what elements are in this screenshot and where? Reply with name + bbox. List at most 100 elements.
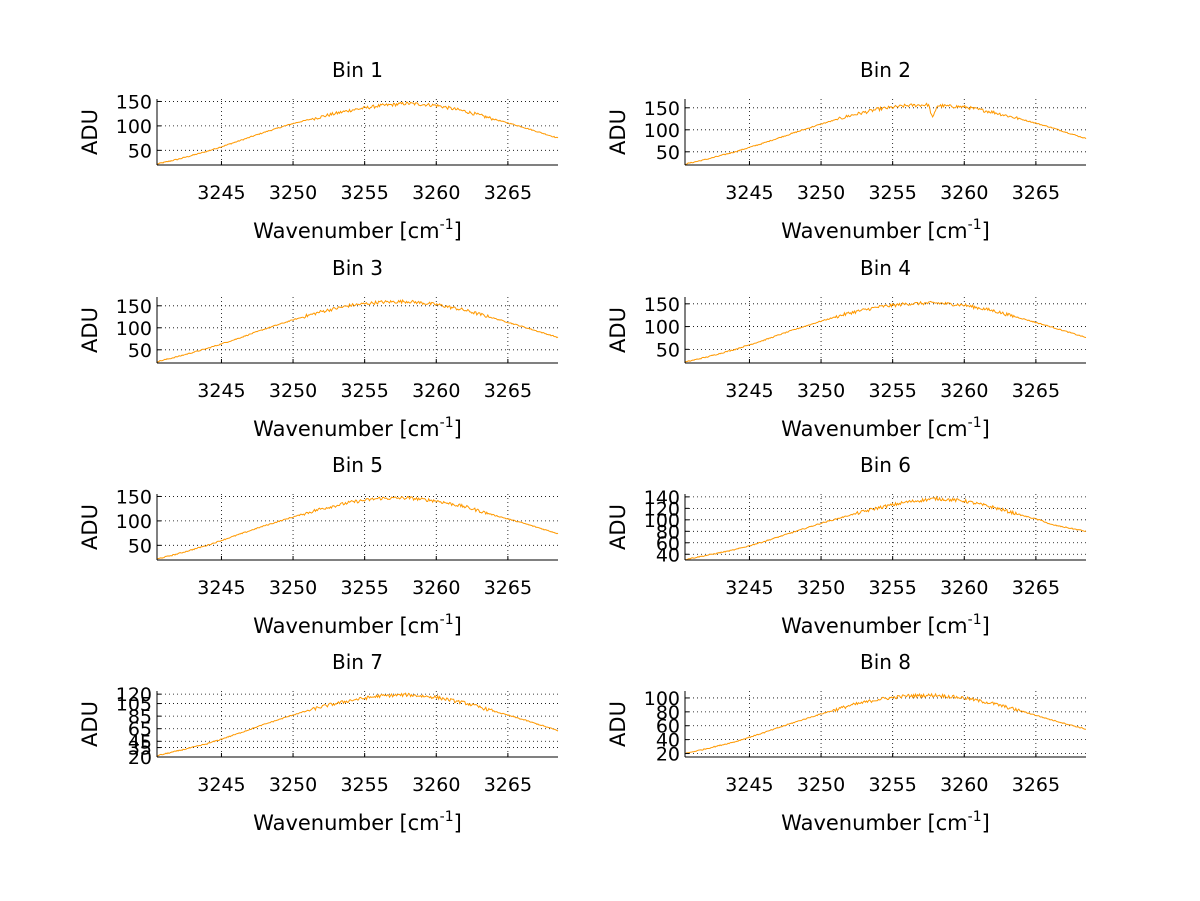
x-tick-label: 3260 xyxy=(940,380,988,402)
subplot-7: Bin 7 3245 3250 3255 3260 3265 203545658510512… xyxy=(78,650,559,835)
x-tick-label: 3250 xyxy=(269,182,317,204)
x-tick-label: 3245 xyxy=(197,577,245,599)
x-tick-label: 3265 xyxy=(484,577,532,599)
x-axis-label: Wavenumber [cm-1] xyxy=(253,415,462,441)
x-tick-label: 3255 xyxy=(340,182,388,204)
x-axis-label-sup: -1 xyxy=(440,415,454,431)
subplot-title: Bin 8 xyxy=(860,650,911,674)
y-tick-label: 100 xyxy=(116,511,152,533)
y-axis-label: ADU xyxy=(78,109,102,155)
y-tick-label: 150 xyxy=(644,98,680,120)
series-line xyxy=(684,495,1087,561)
x-axis-label: Wavenumber [cm-1] xyxy=(781,809,990,835)
x-tick-label: 3260 xyxy=(412,577,460,599)
x-tick-label: 3250 xyxy=(269,774,317,796)
x-tick-label: 3260 xyxy=(940,577,988,599)
x-axis-label-end: ] xyxy=(454,417,462,441)
y-tick-label: 20 xyxy=(656,744,680,766)
x-axis-label-sup: -1 xyxy=(440,809,454,825)
y-tick-label: 85 xyxy=(128,706,152,728)
x-axis-label-end: ] xyxy=(454,811,462,835)
y-tick-label: 150 xyxy=(116,486,152,508)
series-line xyxy=(156,298,559,363)
subplot-title: Bin 1 xyxy=(332,58,383,82)
x-axis-label: Wavenumber [cm-1] xyxy=(253,809,462,835)
y-axis-label: ADU xyxy=(606,109,630,155)
subplot-6: Bin 6 3245 3250 3255 3260 3265 406080100120140… xyxy=(606,453,1087,638)
y-tick-label: 100 xyxy=(116,318,152,340)
x-axis-label-main: Wavenumber [cm xyxy=(781,614,967,638)
x-axis-label-main: Wavenumber [cm xyxy=(253,219,439,243)
x-axis-label: Wavenumber [cm-1] xyxy=(781,217,990,243)
x-axis-label-sup: -1 xyxy=(968,809,982,825)
x-axis-label: Wavenumber [cm-1] xyxy=(253,217,462,243)
subplot-title: Bin 5 xyxy=(332,453,383,477)
x-tick-label: 3265 xyxy=(1012,182,1060,204)
x-tick-label: 3265 xyxy=(1012,577,1060,599)
x-axis-label-main: Wavenumber [cm xyxy=(253,417,439,441)
y-axis-label: ADU xyxy=(606,701,630,747)
x-axis-label-main: Wavenumber [cm xyxy=(781,811,967,835)
y-axis-label: ADU xyxy=(78,307,102,353)
y-axis-label: ADU xyxy=(78,504,102,550)
series-line xyxy=(684,692,1086,754)
y-axis-label: ADU xyxy=(78,701,102,747)
x-tick-label: 3255 xyxy=(340,380,388,402)
x-tick-label: 3255 xyxy=(868,182,916,204)
y-tick-label: 40 xyxy=(656,730,680,752)
x-tick-label: 3245 xyxy=(725,182,773,204)
x-axis-label-end: ] xyxy=(982,219,990,243)
y-tick-label: 20 xyxy=(128,747,152,769)
subplot-title: Bin 7 xyxy=(332,650,383,674)
y-tick-label: 105 xyxy=(116,694,152,716)
x-axis-label-end: ] xyxy=(454,614,462,638)
x-axis-label-end: ] xyxy=(982,811,990,835)
y-axis-label: ADU xyxy=(606,307,630,353)
y-tick-label: 35 xyxy=(128,738,152,760)
x-axis-label-main: Wavenumber [cm xyxy=(781,417,967,441)
y-tick-label: 150 xyxy=(116,296,152,318)
y-axis-label: ADU xyxy=(606,504,630,550)
x-tick-label: 3260 xyxy=(412,380,460,402)
series-line xyxy=(685,102,1087,165)
y-tick-label: 60 xyxy=(656,533,680,555)
x-tick-label: 3250 xyxy=(797,577,845,599)
x-axis-label-sup: -1 xyxy=(440,217,454,233)
x-tick-label: 3245 xyxy=(197,774,245,796)
y-tick-label: 150 xyxy=(116,91,152,113)
y-tick-label: 45 xyxy=(128,731,152,753)
x-tick-label: 3250 xyxy=(797,182,845,204)
x-tick-label: 3265 xyxy=(484,774,532,796)
y-tick-label: 100 xyxy=(644,120,680,142)
x-tick-label: 3255 xyxy=(340,774,388,796)
y-tick-label: 120 xyxy=(644,498,680,520)
series-line xyxy=(156,692,559,757)
x-tick-label: 3250 xyxy=(269,380,317,402)
x-tick-label: 3260 xyxy=(940,182,988,204)
x-tick-label: 3260 xyxy=(412,774,460,796)
subplot-title: Bin 3 xyxy=(332,256,383,280)
y-tick-label: 150 xyxy=(644,294,680,316)
x-tick-label: 3250 xyxy=(797,774,845,796)
series-line xyxy=(684,300,1087,363)
x-axis-label-end: ] xyxy=(982,417,990,441)
y-tick-label: 40 xyxy=(656,544,680,566)
x-tick-label: 3245 xyxy=(725,380,773,402)
x-tick-label: 3250 xyxy=(797,380,845,402)
x-tick-label: 3260 xyxy=(412,182,460,204)
x-axis-label-end: ] xyxy=(982,614,990,638)
x-tick-label: 3245 xyxy=(725,577,773,599)
y-tick-label: 50 xyxy=(656,339,680,361)
x-tick-label: 3255 xyxy=(868,380,916,402)
series-line xyxy=(156,496,559,560)
x-tick-label: 3245 xyxy=(197,182,245,204)
x-axis-label-sup: -1 xyxy=(968,217,982,233)
y-tick-label: 100 xyxy=(644,317,680,339)
y-tick-label: 80 xyxy=(656,521,680,543)
subplot-title: Bin 2 xyxy=(860,58,911,82)
x-tick-label: 3265 xyxy=(484,380,532,402)
x-axis-label-end: ] xyxy=(454,219,462,243)
